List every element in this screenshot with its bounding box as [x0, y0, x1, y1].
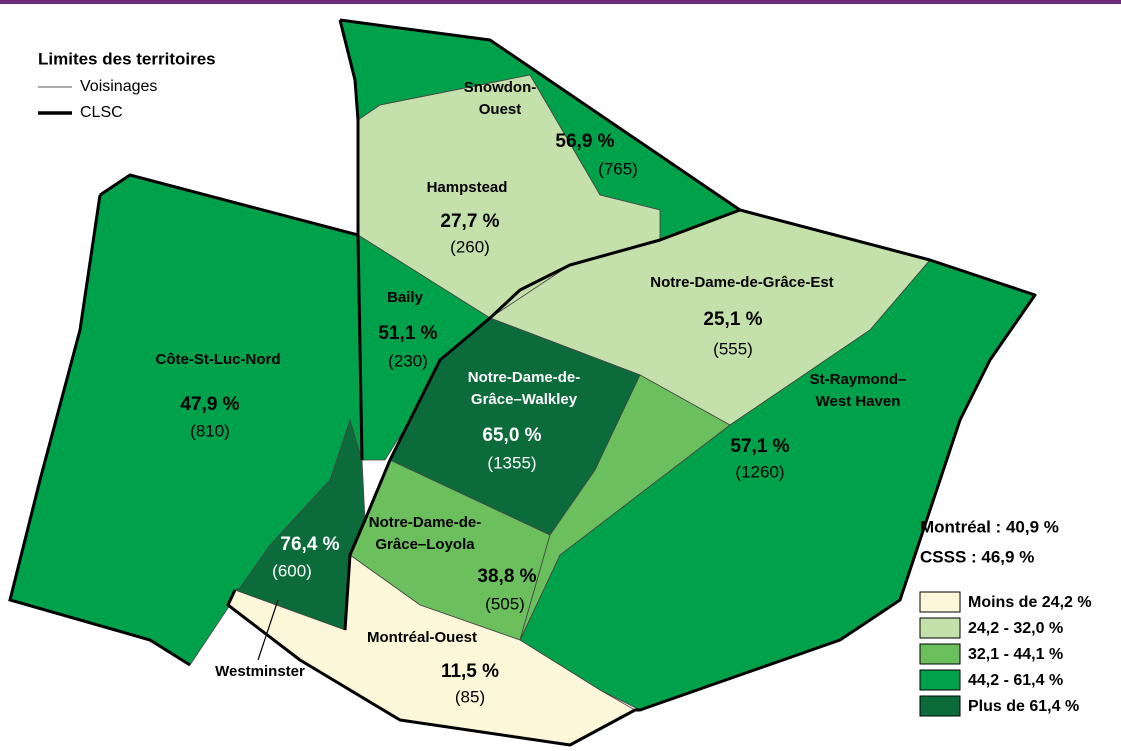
boundary-legend-item: Voisinages [80, 78, 157, 95]
region [519, 374, 731, 641]
region-name: Grâce–Walkley [471, 391, 578, 408]
region-count: (600) [272, 561, 312, 580]
region-count: (230) [388, 351, 428, 370]
region-name: Grâce–Loyola [375, 536, 475, 553]
region-count: (810) [190, 421, 230, 440]
class-legend: Moins de 24,2 % 24,2 - 32,0 % 32,1 - 44,1 … [919, 591, 1092, 717]
legend-label: 32,1 - 44,1 % [968, 646, 1063, 663]
region-count: (85) [455, 687, 485, 706]
top-border [0, 0, 1121, 4]
region-count: (1355) [487, 453, 536, 472]
clsc-boundary [226, 18, 1037, 747]
region-value: 57,1 % [730, 436, 789, 457]
region-value: 65,0 % [482, 425, 541, 446]
region-name: Baily [387, 289, 424, 306]
legend-label: 24,2 - 32,0 % [968, 620, 1063, 637]
summary: Montréal : 40,9 % [920, 517, 1059, 536]
region-name: Westminster [215, 663, 305, 680]
boundary-legend-title: Limites des territoires [38, 49, 216, 68]
region-name: Hampstead [427, 179, 508, 196]
region-name: Montréal-Ouest [367, 629, 477, 646]
region-name: Notre-Dame-de- [369, 514, 482, 531]
region-name: St-Raymond– [810, 371, 907, 388]
region-name: West Haven [816, 393, 901, 410]
region-name: Notre-Dame-de- [468, 369, 581, 386]
region-count: (260) [450, 237, 490, 256]
region-count: (765) [598, 159, 638, 178]
region-value: 38,8 % [477, 566, 536, 587]
legend-label: 44,2 - 61,4 % [968, 672, 1063, 689]
region-value: 76,4 % [280, 534, 339, 555]
region-count: (555) [713, 339, 753, 358]
region-count: (1260) [735, 462, 784, 481]
clsc-boundary [8, 173, 359, 667]
summary: CSSS : 46,9 % [920, 547, 1034, 566]
region-value: 25,1 % [703, 309, 762, 330]
legend-swatch [919, 669, 961, 691]
region-value: 11,5 % [441, 661, 499, 682]
legend-label: Plus de 61,4 % [968, 698, 1079, 715]
region-value: 27,7 % [440, 211, 499, 232]
legend-swatch [919, 695, 961, 717]
region-name: Notre-Dame-de-Grâce-Est [650, 274, 833, 291]
region-value: 56,9 % [555, 131, 614, 152]
region-name: Côte-St-Luc-Nord [156, 351, 281, 368]
legend-swatch [919, 643, 961, 665]
region-name: Ouest [479, 101, 522, 118]
leader-line [257, 599, 279, 661]
region-value: 47,9 % [180, 394, 239, 415]
region-value: 51,1 % [378, 323, 437, 344]
legend-label: Moins de 24,2 % [968, 594, 1092, 611]
region-name: Snowdon- [464, 79, 536, 96]
region-count: (505) [485, 594, 525, 613]
regions [9, 19, 1036, 746]
boundary-legend-item: CLSC [80, 104, 123, 121]
legend-swatch [919, 591, 961, 613]
legend-swatch [919, 617, 961, 639]
